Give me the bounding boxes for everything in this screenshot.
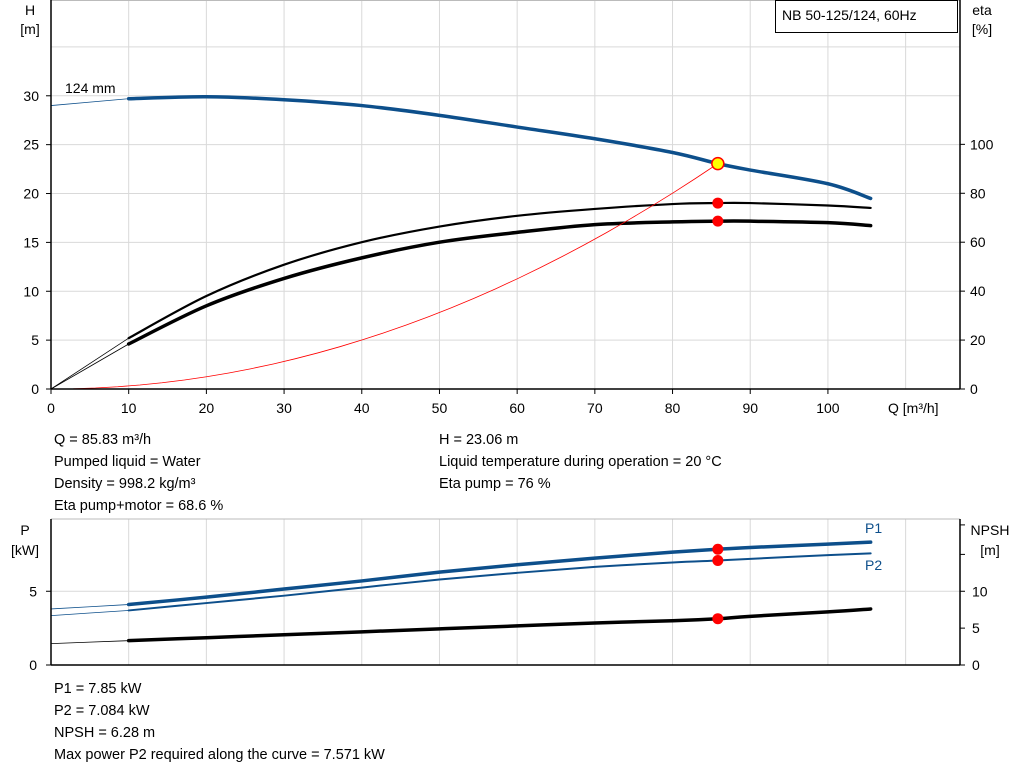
info-bottom: P1 = 7.85 kW P2 = 7.084 kW NPSH = 6.28 m… (54, 678, 385, 766)
info-liquid: Pumped liquid = Water (54, 454, 201, 470)
eta-pump-curve-extrapolated (50, 337, 129, 390)
legend-title: NB 50-125/124, 60Hz (782, 7, 917, 23)
legend-box: NB 50-125/124, 60Hz (775, 0, 958, 33)
info-top-left: Q = 85.83 m³/h Pumped liquid = Water Den… (54, 429, 223, 517)
head-curve (126, 95, 873, 201)
info-p1: P1 = 7.85 kW (54, 681, 142, 697)
eta-pump-point (712, 197, 724, 209)
h-tick-label: 20 (23, 186, 39, 202)
x-tick-label: 60 (509, 400, 525, 416)
eta-tick-label: 80 (970, 185, 986, 201)
p2-point (712, 555, 724, 567)
npsh-point (712, 613, 724, 625)
x-tick-label: 20 (199, 400, 215, 416)
info-npsh: NPSH = 6.28 m (54, 725, 156, 741)
x-tick-label: 50 (432, 400, 448, 416)
p-tick-label: 5 (29, 583, 37, 599)
x-tick-label: 80 (665, 400, 681, 416)
p1-point (712, 543, 724, 555)
npsh-axis-unit: [m] (980, 542, 999, 558)
impeller-label: 124 mm (65, 80, 116, 96)
q-axis-label: Q [m³/h] (888, 400, 939, 416)
info-eta-pump-motor: Eta pump+motor = 68.6 % (54, 498, 224, 514)
h-tick-label: 15 (23, 234, 39, 250)
eta-tick-label: 40 (970, 283, 986, 299)
eta-pump-motor-curve-extrapolated (50, 343, 129, 390)
p1-curve-extrapolated (50, 604, 129, 610)
system-curve (50, 163, 719, 390)
eta-tick-label: 0 (970, 381, 978, 397)
eta-pump-motor-curve (126, 219, 873, 346)
p2-curve (127, 552, 872, 612)
h-tick-label: 5 (31, 332, 39, 348)
npsh-curve (126, 607, 873, 643)
p2-curve-extrapolated (50, 610, 129, 616)
p1-curve (126, 540, 873, 607)
top-curves (50, 95, 873, 390)
h-tick-label: 30 (23, 88, 39, 104)
x-tick-label: 0 (47, 400, 55, 416)
h-axis-label: H (25, 2, 35, 18)
top-axis-ticks: 0 10 20 30 40 50 60 70 80 90 100 0 5 10 15 20 25 30 0 20 40 6… (23, 88, 993, 416)
h-axis-unit: [m] (20, 21, 39, 37)
eta-axis-unit: [%] (972, 21, 992, 37)
eta-tick-label: 100 (970, 136, 994, 152)
info-flow: Q = 85.83 m³/h (54, 432, 152, 448)
p-axis-unit: [kW] (11, 542, 39, 558)
eta-tick-label: 60 (970, 234, 986, 250)
x-tick-label: 40 (354, 400, 370, 416)
bottom-grid (51, 518, 960, 665)
head-curve-extrapolated (50, 98, 129, 106)
p-axis-label: P (20, 522, 29, 538)
info-top-right: H = 23.06 m Liquid temperature during op… (439, 429, 722, 495)
h-tick-label: 10 (23, 283, 39, 299)
npsh-tick-label: 0 (972, 657, 980, 673)
eta-axis-label: eta (972, 2, 992, 18)
p-tick-label: 0 (29, 657, 37, 673)
x-tick-label: 30 (276, 400, 292, 416)
eta-pump-motor-point (712, 215, 724, 227)
eta-pump-curve (127, 201, 872, 340)
info-eta-pump: Eta pump = 76 % (439, 476, 551, 492)
h-tick-label: 25 (23, 137, 39, 153)
info-head: H = 23.06 m (439, 432, 519, 448)
info-max-p2: Max power P2 required along the curve = … (54, 747, 385, 763)
info-p2: P2 = 7.084 kW (54, 703, 150, 719)
npsh-curve-extrapolated (50, 640, 129, 645)
bottom-curves (50, 540, 873, 645)
p1-series-label: P1 (865, 520, 882, 536)
axes (50, 0, 961, 666)
h-tick-label: 0 (31, 381, 39, 397)
duty-point (711, 156, 725, 171)
x-tick-label: 70 (587, 400, 603, 416)
x-tick-label: 10 (121, 400, 137, 416)
eta-tick-label: 20 (970, 332, 986, 348)
x-tick-label: 100 (816, 400, 840, 416)
p2-series-label: P2 (865, 557, 882, 573)
info-temperature: Liquid temperature during operation = 20… (439, 454, 722, 470)
npsh-tick-label: 5 (972, 620, 980, 636)
top-grid (51, 0, 960, 389)
info-density: Density = 998.2 kg/m³ (54, 476, 196, 492)
npsh-axis-label: NPSH (971, 522, 1010, 538)
npsh-tick-label: 10 (972, 583, 988, 599)
bottom-axis-ticks: 0 5 0 5 10 (29, 524, 988, 673)
x-tick-label: 90 (742, 400, 758, 416)
